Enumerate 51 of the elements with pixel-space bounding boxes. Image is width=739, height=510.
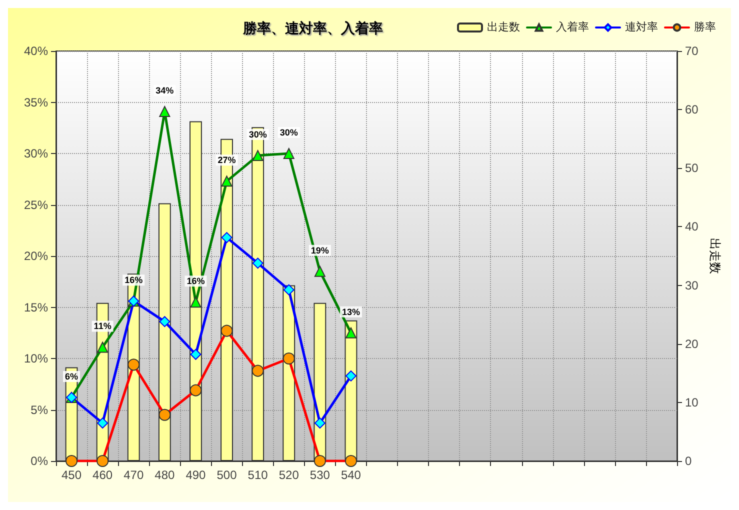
point xyxy=(345,370,356,382)
data-label: 13% xyxy=(342,306,360,317)
x-tick-label: 450 xyxy=(62,468,82,482)
data-label: 27% xyxy=(218,155,236,166)
data-label: 19% xyxy=(310,245,329,256)
y2-tick-label: 10 xyxy=(685,395,699,410)
x-tick-label: 510 xyxy=(248,468,268,482)
data-label: 30% xyxy=(280,128,298,138)
x-tick-label: 530 xyxy=(310,468,330,482)
y-tick-label: 10% xyxy=(24,352,48,366)
x-tick-label: 460 xyxy=(92,468,113,482)
x-tick-label: 480 xyxy=(154,468,176,482)
data-label: 16% xyxy=(186,276,205,286)
y-tick-label: 0% xyxy=(30,454,48,468)
y2-tick-label: 60 xyxy=(685,102,699,117)
x-tick-label: 520 xyxy=(278,468,300,482)
y2-tick-label: 50 xyxy=(685,161,699,176)
legend-label: 連対率 xyxy=(625,20,658,34)
data-label: 34% xyxy=(156,85,174,96)
point xyxy=(159,316,170,328)
x-tick-label: 540 xyxy=(340,468,362,482)
y2-tick-label: 0 xyxy=(685,454,692,468)
x-tick-label: 470 xyxy=(124,468,144,482)
y-tick-label: 15% xyxy=(24,300,48,314)
y-tick-label: 35% xyxy=(24,95,48,110)
y-tick-label: 5% xyxy=(30,402,48,417)
y2-axis-title: 出走数 xyxy=(708,238,722,274)
legend-label: 入着率 xyxy=(556,20,589,34)
y-tick-label: 40% xyxy=(24,44,48,58)
legend-label: 勝率 xyxy=(694,20,716,34)
legend-label: 出走数 xyxy=(487,20,520,34)
point xyxy=(314,418,326,429)
y2-tick-label: 30 xyxy=(685,278,699,292)
data-label: 11% xyxy=(94,321,112,332)
point xyxy=(283,284,294,296)
chart-title: 勝率、連対率、入着率 xyxy=(242,20,383,36)
x-tick-label: 490 xyxy=(186,468,206,482)
y-tick-label: 20% xyxy=(24,249,48,263)
point xyxy=(190,348,202,360)
y-tick-label: 30% xyxy=(24,146,48,160)
y2-tick-label: 70 xyxy=(685,44,699,58)
y-tick-label: 25% xyxy=(24,198,48,212)
data-label: 30% xyxy=(248,130,267,140)
y2-tick-label: 20 xyxy=(685,336,699,351)
point xyxy=(252,258,264,269)
data-label: 6% xyxy=(65,371,78,382)
y2-tick-label: 40 xyxy=(685,220,699,234)
x-tick-label: 500 xyxy=(216,468,238,482)
data-label: 16% xyxy=(124,275,143,286)
point xyxy=(221,232,232,244)
point xyxy=(97,418,108,429)
